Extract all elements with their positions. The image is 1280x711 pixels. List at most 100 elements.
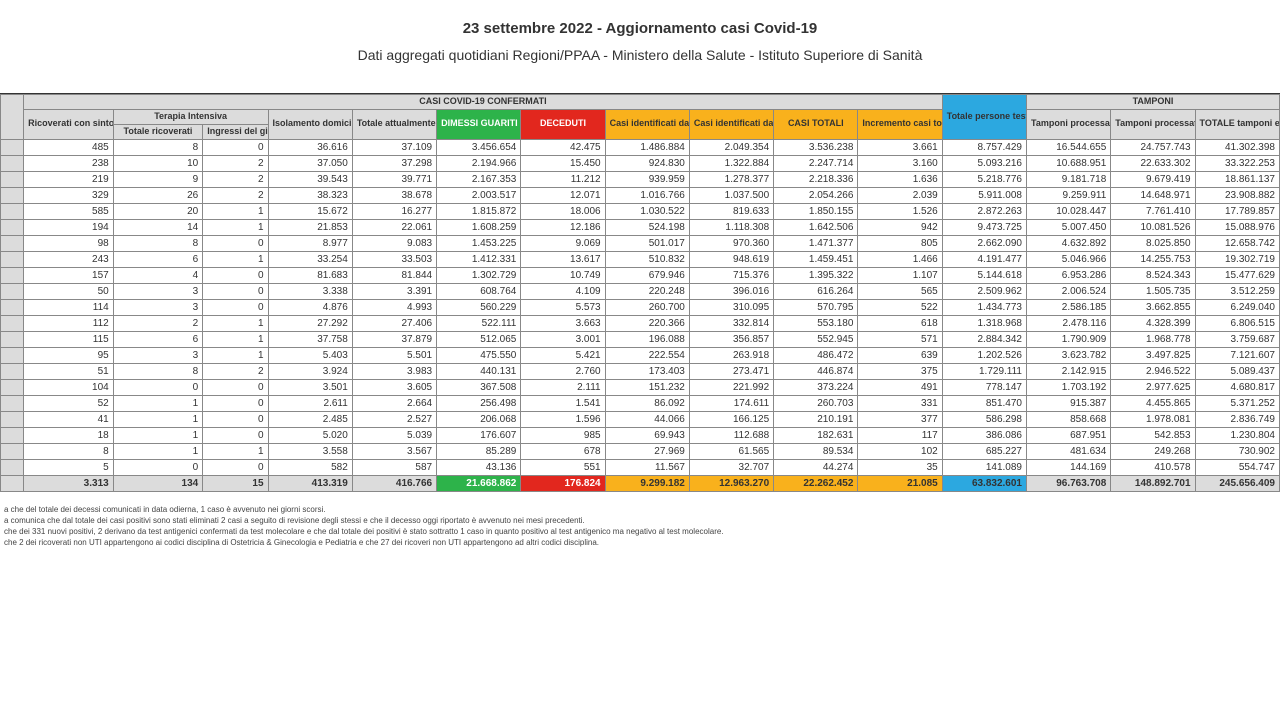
footnote-line: che 2 dei ricoverati non UTI appartengon… (4, 537, 1276, 548)
col-tamp_ant: Tamponi processati con test antigenico r… (1111, 109, 1195, 139)
cell-ti_ing: 0 (203, 427, 268, 443)
covid-table: CASI COVID-19 CONFERMATITotale persone t… (0, 94, 1280, 492)
table-row: 4858036.61637.1093.456.65442.4751.486.88… (1, 139, 1280, 155)
cell-tamp_ant: 1.505.735 (1111, 283, 1195, 299)
cell-casi_ant: 396.016 (689, 283, 773, 299)
cell-casi_ant: 970.360 (689, 235, 773, 251)
spacer-cell (1, 315, 24, 331)
cell-tamp_mol: 6.953.286 (1027, 267, 1111, 283)
cell-casi_mol: 151.232 (605, 379, 689, 395)
cell-iso_dom: 36.616 (268, 139, 352, 155)
cell-tamp_tot: 1.230.804 (1195, 427, 1279, 443)
spacer-cell (1, 171, 24, 187)
cell-iso_dom: 3.558 (268, 443, 352, 459)
cell-incr: 491 (858, 379, 942, 395)
cell-ric_sint: 194 (24, 219, 114, 235)
cell-ric_sint: 95 (24, 347, 114, 363)
cell-tamp_tot: 4.680.817 (1195, 379, 1279, 395)
cell-ric_sint: 51 (24, 363, 114, 379)
cell-ric_sint: 157 (24, 267, 114, 283)
cell-deceduti: 2.111 (521, 379, 605, 395)
cell-pers_test: 386.086 (942, 427, 1026, 443)
footnote-line: a che del totale dei decessi comunicati … (4, 504, 1276, 515)
cell-tamp_mol: 5.007.450 (1027, 219, 1111, 235)
table-row: 1122127.29227.406522.1113.663220.366332.… (1, 315, 1280, 331)
cell-casi_tot: 1.471.377 (774, 235, 858, 251)
cell-ti_ing: 0 (203, 235, 268, 251)
table-row: 51823.9243.983440.1312.760173.403273.471… (1, 363, 1280, 379)
spacer-cell (1, 443, 24, 459)
cell-tamp_ant: 3.662.855 (1111, 299, 1195, 315)
cell-incr: 522 (858, 299, 942, 315)
cell-tot_pos: 9.083 (352, 235, 436, 251)
cell-ti_ing: 2 (203, 187, 268, 203)
table-row: 50303.3383.391608.7644.109220.248396.016… (1, 283, 1280, 299)
table-row: 58520115.67216.2771.815.87218.0061.030.5… (1, 203, 1280, 219)
table-row: 1574081.68381.8441.302.72910.749679.9467… (1, 267, 1280, 283)
cell-ti_ing: 2 (203, 155, 268, 171)
cell-ric_sint: 50 (24, 283, 114, 299)
cell-ti_ing: 0 (203, 299, 268, 315)
cell-dimessi: 1.453.225 (437, 235, 521, 251)
cell-ric_sint: 114 (24, 299, 114, 315)
cell-tamp_mol: 481.634 (1027, 443, 1111, 459)
table-row: 23810237.05037.2982.194.96615.450924.830… (1, 155, 1280, 171)
cell-deceduti: 12.071 (521, 187, 605, 203)
cell-casi_ant: 310.095 (689, 299, 773, 315)
spacer-header (1, 95, 24, 140)
cell-casi_tot: 2.247.714 (774, 155, 858, 171)
cell-incr: 377 (858, 411, 942, 427)
cell-pers_test: 2.884.342 (942, 331, 1026, 347)
cell-dimessi: 1.608.259 (437, 219, 521, 235)
cell-tamp_mol: 915.387 (1027, 395, 1111, 411)
cell-ti_ing: 0 (203, 267, 268, 283)
table-row: 114304.8764.993560.2295.573260.700310.09… (1, 299, 1280, 315)
spacer-cell (1, 267, 24, 283)
cell-deceduti: 12.186 (521, 219, 605, 235)
cell-ti_ing: 1 (203, 203, 268, 219)
cell-tamp_ant: 1.978.081 (1111, 411, 1195, 427)
cell-ti_tot: 1 (113, 443, 203, 459)
cell-tamp_mol: 1.703.192 (1027, 379, 1111, 395)
cell-tamp_tot: 41.302.398 (1195, 139, 1279, 155)
cell-tamp_ant: 542.853 (1111, 427, 1195, 443)
cell-deceduti: 2.760 (521, 363, 605, 379)
cell-ti_ing: 0 (203, 139, 268, 155)
cell-tot_pos: 4.993 (352, 299, 436, 315)
cell-ric_sint: 8 (24, 443, 114, 459)
cell-ti_tot: 3 (113, 347, 203, 363)
cell-incr: 3.661 (858, 139, 942, 155)
cell-incr: 375 (858, 363, 942, 379)
cell-ti_ing: 1 (203, 219, 268, 235)
spacer-cell (1, 203, 24, 219)
cell-ti_tot: 9 (113, 171, 203, 187)
cell-ti_tot: 6 (113, 331, 203, 347)
cell-deceduti: 15.450 (521, 155, 605, 171)
cell-iso_dom: 21.853 (268, 219, 352, 235)
cell-casi_tot: 2.218.336 (774, 171, 858, 187)
cell-pers_test: 2.662.090 (942, 235, 1026, 251)
cell-ti_ing: 1 (203, 331, 268, 347)
cell-pers_test: 141.089 (942, 459, 1026, 475)
table-row: 41102.4852.527206.0681.59644.066166.1252… (1, 411, 1280, 427)
cell-tamp_tot: 15.477.629 (1195, 267, 1279, 283)
cell-iso_dom: 3.501 (268, 379, 352, 395)
cell-ti_tot: 0 (113, 459, 203, 475)
cell-tot_pos: 37.298 (352, 155, 436, 171)
total-ric_sint: 3.313 (24, 475, 114, 491)
spacer-cell (1, 363, 24, 379)
cell-deceduti: 4.109 (521, 283, 605, 299)
cell-ric_sint: 115 (24, 331, 114, 347)
cell-tamp_mol: 2.586.185 (1027, 299, 1111, 315)
cell-tamp_tot: 5.089.437 (1195, 363, 1279, 379)
cell-casi_mol: 11.567 (605, 459, 689, 475)
cell-ric_sint: 18 (24, 427, 114, 443)
cell-tot_pos: 22.061 (352, 219, 436, 235)
cell-casi_mol: 27.969 (605, 443, 689, 459)
cell-incr: 2.039 (858, 187, 942, 203)
cell-dimessi: 2.167.353 (437, 171, 521, 187)
cell-ti_ing: 0 (203, 411, 268, 427)
cell-casi_ant: 221.992 (689, 379, 773, 395)
cell-ti_tot: 3 (113, 283, 203, 299)
cell-tamp_tot: 7.121.607 (1195, 347, 1279, 363)
